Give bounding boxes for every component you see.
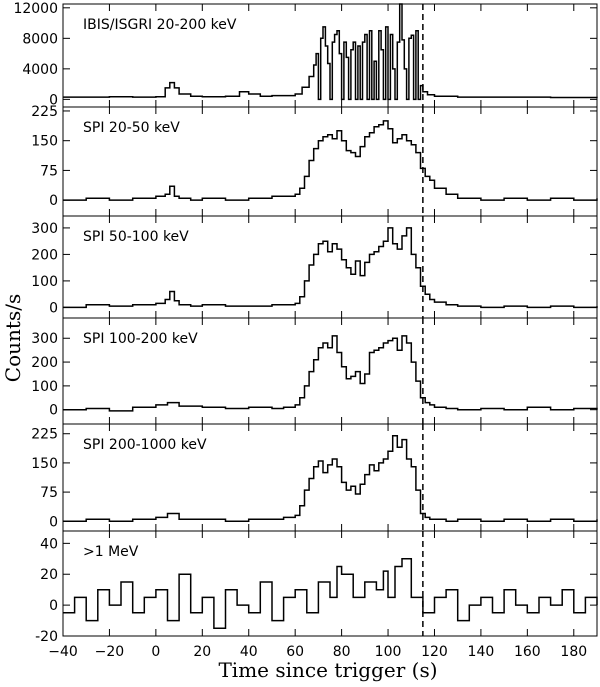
y-tick-label: 300	[31, 331, 58, 347]
x-tick-label: 60	[286, 644, 304, 660]
y-tick-label: 8000	[22, 31, 58, 47]
x-tick-label: 20	[193, 644, 211, 660]
y-tick-label: 4000	[22, 62, 58, 78]
y-tick-label: 0	[49, 300, 58, 316]
y-tick-label: 100	[31, 274, 58, 290]
panel-4: 0 75 150 225 SPI 200-1000 keV	[31, 423, 598, 532]
panel-0: 0 4000 8000 12000 IBIS/ISGRI 20-200 keV	[13, 1, 598, 108]
y-tick-label: 75	[40, 163, 58, 179]
x-tick-label: 180	[560, 644, 587, 660]
x-tick-label: 120	[421, 644, 448, 660]
panel-label: SPI 20-50 keV	[83, 120, 180, 136]
y-tick-label: 200	[31, 355, 58, 371]
panel-label: SPI 100-200 keV	[83, 331, 198, 347]
y-tick-label: 150	[31, 456, 58, 472]
y-tick-label: 0	[49, 92, 58, 108]
series-line	[63, 3, 598, 101]
x-tick-label: −20	[95, 644, 125, 660]
x-tick-label: 100	[375, 644, 402, 660]
y-tick-label: 0	[49, 403, 58, 419]
y-tick-label: 20	[40, 567, 58, 583]
y-tick-label: 0	[49, 514, 58, 530]
series-line	[63, 434, 598, 523]
y-tick-label: 225	[31, 104, 58, 120]
panel-frame	[62, 530, 598, 637]
series-line	[63, 335, 598, 412]
y-tick-label: 300	[31, 221, 58, 237]
y-tick-label: 100	[31, 379, 58, 395]
y-tick-label: -20	[35, 629, 58, 645]
x-tick-label: −40	[48, 644, 78, 660]
y-axis-label: Counts/s	[1, 294, 25, 382]
series-line	[63, 120, 598, 201]
panel-label: IBIS/ISGRI 20-200 keV	[83, 17, 237, 33]
panel-3: 0 100 200 300 SPI 100-200 keV	[31, 317, 598, 425]
series-line	[63, 558, 598, 630]
x-tick-label: 80	[333, 644, 351, 660]
panel-1: 0 75 150 225 SPI 20-50 keV	[31, 104, 598, 217]
panel-5: -20 0 20 40 >1 MeV −40 −20 0 20 40 60 80 100 120 140 16…	[35, 530, 598, 660]
y-tick-label: 12000	[13, 1, 58, 17]
y-tick-label: 0	[49, 193, 58, 209]
y-tick-label: 75	[40, 485, 58, 501]
y-tick-label: 200	[31, 247, 58, 263]
panel-2: 0 100 200 300 SPI 50-100 keV	[31, 215, 598, 319]
x-tick-label: 140	[468, 644, 495, 660]
y-tick-label: 0	[49, 598, 58, 614]
panel-label: >1 MeV	[83, 544, 139, 560]
series-line	[63, 227, 598, 309]
x-tick-label: 160	[514, 644, 541, 660]
x-tick-label: 40	[240, 644, 258, 660]
panel-label: SPI 200-1000 keV	[83, 437, 207, 453]
panel-label: SPI 50-100 keV	[83, 229, 189, 245]
x-tick-label: 0	[151, 644, 160, 660]
y-tick-label: 150	[31, 134, 58, 150]
x-axis-label: Time since trigger (s)	[218, 658, 437, 682]
y-tick-label: 40	[40, 536, 58, 552]
y-tick-label: 225	[31, 427, 58, 443]
